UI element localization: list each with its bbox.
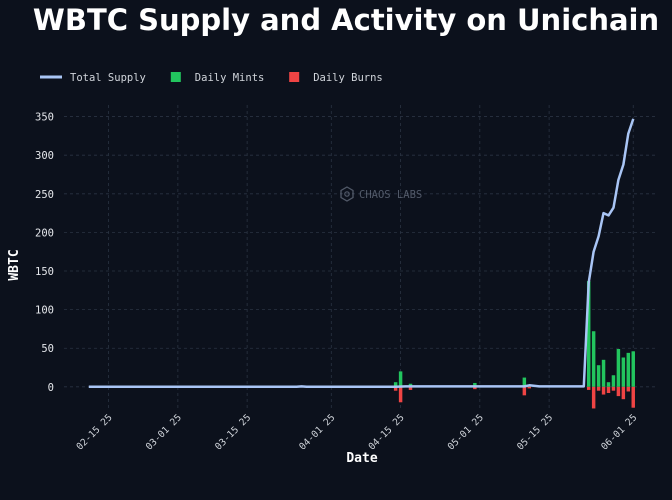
daily-mints-bar xyxy=(611,375,616,387)
daily-burns-bar xyxy=(586,386,591,390)
legend-item: Total Supply xyxy=(40,72,146,84)
y-tick-label: 250 xyxy=(35,189,54,201)
x-tick-label: 04-01 25 xyxy=(297,412,337,452)
daily-mints-bar xyxy=(522,377,527,387)
watermark-text: CHAOS LABS xyxy=(359,189,422,201)
x-tick-label: 02-15 25 xyxy=(75,412,115,452)
x-tick-label: 03-15 25 xyxy=(213,412,253,452)
y-axis-label: WBTC xyxy=(7,249,22,280)
legend-label: Daily Burns xyxy=(313,72,383,84)
x-tick-label: 04-15 25 xyxy=(367,412,407,452)
daily-burns-bar xyxy=(408,386,413,390)
legend-label: Daily Mints xyxy=(195,72,265,84)
daily-mints-bar xyxy=(398,371,403,387)
daily-burns-bar xyxy=(527,386,532,389)
daily-burns-bar xyxy=(393,386,398,391)
chart-bars xyxy=(393,281,635,409)
x-tick-label: 05-01 25 xyxy=(446,412,486,452)
chart-legend: Total Supply Daily Mints Daily Burns xyxy=(40,72,383,84)
y-tick-label: 100 xyxy=(35,305,54,317)
x-tick-label: 05-15 25 xyxy=(515,412,555,452)
daily-mints-bar xyxy=(591,331,596,387)
y-tick-label: 0 xyxy=(48,382,54,394)
daily-mints-bar xyxy=(601,359,606,387)
y-tick-label: 300 xyxy=(35,150,54,162)
watermark: CHAOS LABS xyxy=(340,186,422,202)
y-axis-ticks: 0 50 100 150 200 250 300 350 xyxy=(35,112,54,394)
daily-mints-bar xyxy=(621,357,626,387)
daily-mints-bar xyxy=(473,382,477,387)
total-supply-line xyxy=(88,118,635,389)
y-tick-label: 350 xyxy=(35,112,54,124)
legend-swatch-icon xyxy=(289,72,300,82)
daily-burns-bar xyxy=(616,386,621,397)
x-axis-ticks: 02-15 25 03-01 25 03-15 25 04-01 25 04-15 25… xyxy=(75,412,640,452)
daily-burns-bar xyxy=(596,386,601,391)
daily-burns-bar xyxy=(522,386,527,396)
daily-mints-bar xyxy=(626,352,631,387)
daily-mints-bar xyxy=(586,281,591,387)
daily-burns-bar xyxy=(601,386,606,395)
daily-mints-bar xyxy=(393,382,398,387)
daily-burns-bar xyxy=(398,386,403,403)
daily-mints-bar xyxy=(616,349,621,387)
chaos-labs-logo-icon xyxy=(340,186,354,202)
y-tick-label: 200 xyxy=(35,227,54,239)
chart-line xyxy=(88,118,635,389)
y-tick-label: 150 xyxy=(35,266,54,278)
daily-burns-bar xyxy=(473,386,477,390)
chart-title: WBTC Supply and Activity on Unichain xyxy=(33,3,659,37)
daily-mints-bar xyxy=(596,365,601,387)
legend-swatch-icon xyxy=(170,72,181,82)
daily-burns-bar xyxy=(591,386,596,409)
daily-mints-bar xyxy=(631,351,635,387)
legend-item: Daily Mints xyxy=(170,72,265,84)
y-tick-label: 50 xyxy=(41,343,54,355)
x-axis-label: Date xyxy=(346,451,377,466)
daily-burns-bar xyxy=(611,386,616,391)
legend-item: Daily Burns xyxy=(289,72,383,84)
daily-mints-bar xyxy=(606,382,611,387)
daily-burns-bar xyxy=(606,386,611,394)
x-tick-label: 03-01 25 xyxy=(144,412,184,452)
daily-burns-bar xyxy=(626,386,631,392)
daily-burns-bar xyxy=(621,386,626,400)
x-tick-label: 06-01 25 xyxy=(599,412,639,452)
chart-grid xyxy=(64,105,658,410)
legend-label: Total Supply xyxy=(70,72,146,84)
daily-burns-bar xyxy=(631,386,635,408)
